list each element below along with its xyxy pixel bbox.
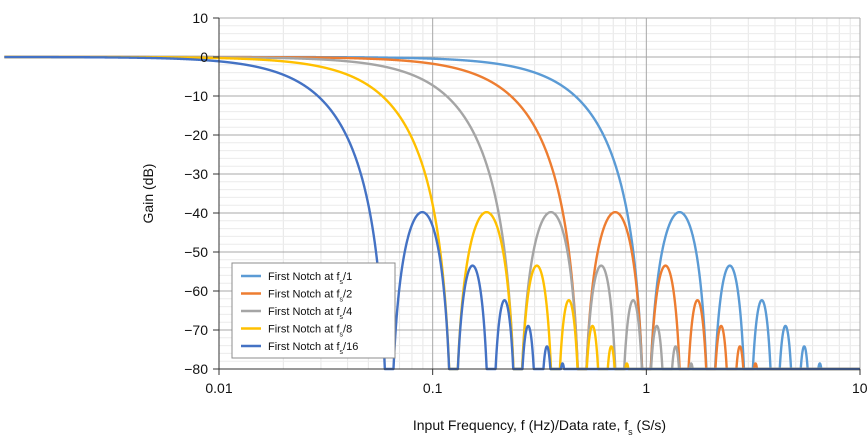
x-axis-title-sub: s — [628, 427, 633, 437]
x-tick-label: 10 — [852, 380, 867, 396]
legend-label-3: First Notch at fs/4 — [268, 306, 352, 321]
legend-label-sub: s — [340, 296, 344, 303]
legend-label-text: First Notch at f — [268, 289, 340, 301]
legend-label-suffix: /16 — [343, 341, 358, 353]
x-tick-label: 0.01 — [205, 380, 232, 396]
legend-label-text: First Notch at f — [268, 341, 340, 353]
y-tick-label: −70 — [184, 322, 208, 338]
legend-label-text: First Notch at f — [268, 306, 340, 318]
legend-label-2: First Notch at fs/2 — [268, 289, 352, 304]
y-tick-label: −30 — [184, 166, 208, 182]
minor-grid — [219, 18, 860, 369]
x-axis-title: Input Frequency, f (Hz)/Data rate, fs (S… — [413, 417, 666, 437]
legend-label-4: First Notch at fs/8 — [268, 324, 352, 339]
legend-label-sub: s — [340, 279, 344, 286]
y-tick-label: −50 — [184, 244, 208, 260]
x-tick-label: 1 — [642, 380, 650, 396]
y-tick-label: 10 — [192, 10, 208, 26]
legend-label-sub: s — [340, 314, 344, 321]
legend-label-text: First Notch at f — [268, 324, 340, 336]
legend-label-5: First Notch at fs/16 — [268, 341, 358, 356]
legend-label-text: First Notch at f — [268, 271, 340, 283]
y-tick-label: 0 — [200, 49, 208, 65]
legend-label-sub: s — [340, 331, 344, 338]
y-tick-label: −20 — [184, 127, 208, 143]
y-tick-label: −80 — [184, 361, 208, 377]
legend-label-suffix: /4 — [343, 306, 352, 318]
legend-label-suffix: /1 — [343, 271, 352, 283]
legend-label-suffix: /2 — [343, 289, 352, 301]
y-tick-label: −60 — [184, 283, 208, 299]
legend-label-sub: s — [340, 349, 344, 356]
legend-label-suffix: /8 — [343, 324, 352, 336]
y-tick-label: −10 — [184, 88, 208, 104]
axes-layer: 10 0 −10 −20 −30 −40 −50 −60 −70 −80 0.01 0.1 1 10 Gai… — [140, 10, 867, 437]
y-axis-title: Gain (dB) — [140, 164, 156, 224]
x-axis-title-unit: (S/s) — [633, 417, 666, 433]
x-tick-label: 0.1 — [423, 380, 443, 396]
x-axis-title-main: Input Frequency, f (Hz)/Data rate, f — [413, 417, 628, 433]
legend-label-1: First Notch at fs/1 — [268, 271, 352, 286]
y-tick-label: −40 — [184, 205, 208, 221]
